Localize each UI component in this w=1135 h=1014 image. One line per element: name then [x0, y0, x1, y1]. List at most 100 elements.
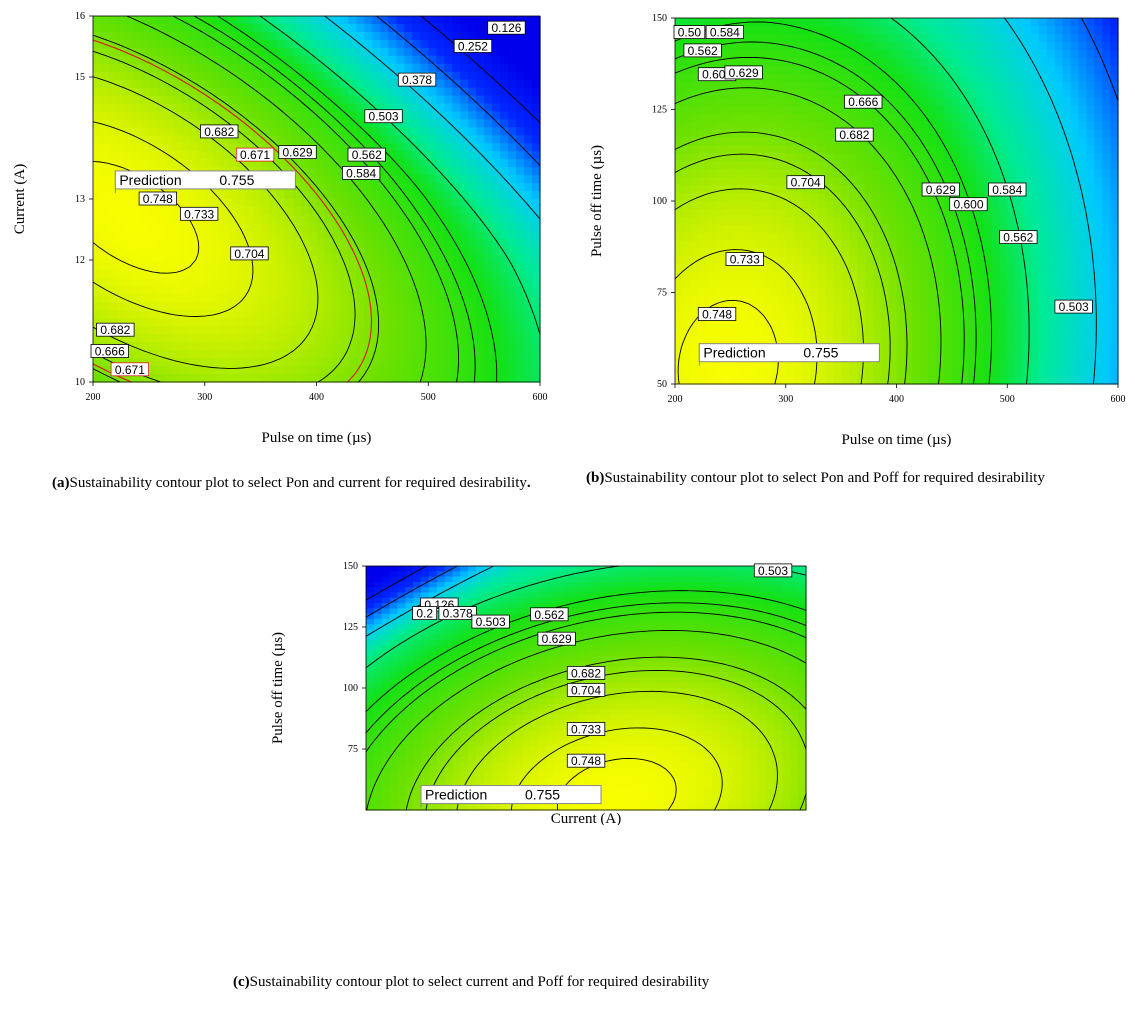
- heatmap-cell: [132, 127, 142, 136]
- heatmap-cell: [856, 81, 866, 91]
- heatmap-cell: [468, 286, 477, 296]
- heatmap-cell: [1030, 25, 1040, 35]
- heatmap-cell: [975, 25, 985, 35]
- heatmap-cell: [809, 25, 818, 35]
- heatmap-cell: [1070, 153, 1080, 162]
- heatmap-cell: [880, 18, 890, 27]
- heatmap-cell: [340, 318, 350, 327]
- heatmap-cell: [991, 113, 1000, 123]
- heatmap-cell: [204, 222, 214, 232]
- heatmap-cell: [332, 278, 342, 288]
- heatmap-cell: [412, 95, 421, 105]
- heatmap-cell: [1110, 25, 1119, 35]
- heatmap-cell: [204, 79, 214, 89]
- heatmap-cell: [508, 55, 517, 65]
- heatmap-cell: [706, 113, 716, 123]
- heatmap-cell: [236, 366, 246, 375]
- heatmap-cell: [452, 175, 461, 184]
- heatmap-cell: [1094, 312, 1103, 321]
- heatmap-cell: [690, 177, 700, 186]
- heatmap-cell: [690, 89, 700, 99]
- heatmap-cell: [260, 95, 270, 105]
- heatmap-cell: [888, 232, 898, 242]
- heatmap-cell: [212, 47, 222, 57]
- heatmap-cell: [252, 23, 262, 33]
- heatmap-cell: [268, 71, 278, 81]
- heatmap-cell: [140, 350, 150, 359]
- heatmap-cell: [524, 71, 533, 81]
- heatmap-cell: [460, 238, 469, 248]
- heatmap-cell: [809, 304, 818, 313]
- heatmap-cell: [364, 103, 373, 113]
- heatmap-cell: [332, 262, 342, 272]
- heatmap-cell: [108, 159, 118, 168]
- heatmap-cell: [951, 97, 961, 107]
- heatmap-cell: [817, 256, 826, 266]
- heatmap-cell: [817, 336, 826, 345]
- heatmap-cell: [682, 232, 692, 242]
- heatmap-cell: [396, 159, 405, 168]
- heatmap-cell: [722, 169, 731, 178]
- heatmap-cell: [276, 286, 286, 296]
- heatmap-cell: [532, 270, 541, 280]
- heatmap-cell: [500, 199, 509, 208]
- heatmap-cell: [404, 302, 413, 311]
- heatmap-cell: [754, 145, 763, 154]
- heatmap-cell: [468, 183, 477, 192]
- heatmap-cell: [912, 193, 921, 202]
- heatmap-cell: [706, 18, 716, 27]
- heatmap-cell: [332, 175, 342, 184]
- heatmap-cell: [698, 208, 708, 218]
- heatmap-cell: [236, 79, 246, 89]
- heatmap-cell: [951, 336, 961, 345]
- heatmap-cell: [675, 81, 684, 91]
- heatmap-cell: [762, 216, 771, 226]
- heatmap-cell: [532, 103, 541, 113]
- heatmap-cell: [698, 288, 708, 298]
- heatmap-cell: [356, 222, 365, 232]
- heatmap-cell: [500, 310, 509, 319]
- heatmap-cell: [148, 31, 158, 41]
- heatmap-cell: [856, 232, 866, 242]
- heatmap-cell: [516, 63, 525, 73]
- heatmap-cell: [849, 121, 858, 130]
- heatmap-cell: [332, 254, 342, 264]
- heatmap-cell: [196, 326, 206, 335]
- heatmap-cell: [817, 169, 826, 178]
- heatmap-cell: [468, 95, 477, 105]
- heatmap-cell: [252, 318, 262, 327]
- heatmap-cell: [746, 304, 755, 313]
- heatmap-cell: [817, 296, 826, 306]
- heatmap-cell: [975, 161, 985, 170]
- heatmap-cell: [1046, 97, 1056, 107]
- heatmap-cell: [452, 342, 461, 351]
- heatmap-cell: [738, 57, 747, 67]
- heatmap-cell: [196, 302, 206, 311]
- heatmap-cell: [308, 55, 318, 65]
- heatmap-cell: [428, 135, 437, 144]
- y-tick-label: 13: [75, 194, 85, 205]
- heatmap-cell: [983, 280, 993, 290]
- heatmap-cell: [983, 328, 993, 337]
- heatmap-cell: [754, 312, 763, 321]
- heatmap-cell: [1086, 57, 1095, 67]
- heatmap-cell: [228, 326, 238, 335]
- heatmap-cell: [730, 264, 739, 274]
- heatmap-cell: [991, 105, 1000, 115]
- heatmap-cell: [880, 296, 890, 306]
- heatmap-cell: [164, 119, 174, 128]
- heatmap-cell: [236, 31, 246, 41]
- heatmap-cell: [156, 294, 166, 304]
- heatmap-cell: [1078, 240, 1087, 250]
- heatmap-cell: [428, 318, 437, 327]
- heatmap-cell: [476, 16, 485, 25]
- heatmap-cell: [532, 334, 541, 343]
- heatmap-cell: [292, 318, 302, 327]
- heatmap-cell: [793, 25, 803, 35]
- heatmap-cell: [1070, 264, 1080, 274]
- heatmap-cell: [340, 278, 350, 288]
- heatmap-cell: [164, 55, 174, 65]
- heatmap-cell: [714, 288, 724, 298]
- heatmap-cell: [492, 278, 501, 288]
- heatmap-cell: [777, 18, 787, 27]
